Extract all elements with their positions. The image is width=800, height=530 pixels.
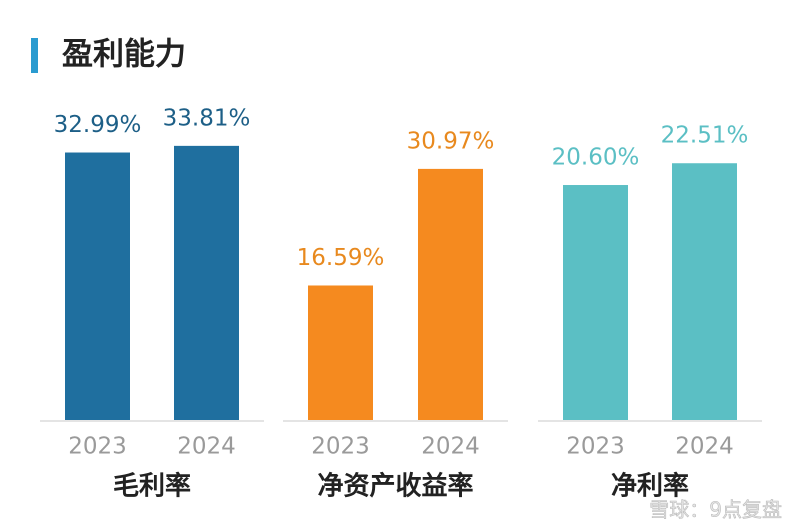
- group-label: 毛利率: [113, 471, 191, 502]
- bar: [174, 145, 239, 420]
- title-accent: [31, 38, 38, 73]
- bar: [563, 185, 628, 420]
- value-label: 33.81%: [163, 105, 251, 131]
- bar: [65, 152, 130, 420]
- x-tick-label: 2024: [421, 434, 480, 460]
- x-tick-label: 2023: [311, 434, 370, 460]
- watermark: 雪球：9点复盘: [649, 498, 782, 522]
- bar: [308, 285, 373, 420]
- value-label: 16.59%: [297, 245, 385, 271]
- x-tick-label: 2024: [177, 434, 236, 460]
- bar: [672, 163, 737, 420]
- group-label: 净利率: [611, 471, 689, 502]
- value-label: 22.51%: [661, 123, 749, 149]
- value-label: 20.60%: [552, 145, 640, 171]
- value-label: 32.99%: [54, 112, 142, 138]
- group-label: 净资产收益率: [317, 471, 473, 502]
- bar: [418, 168, 483, 420]
- page-title: 盈利能力: [62, 37, 186, 73]
- x-tick-label: 2023: [566, 434, 625, 460]
- x-tick-label: 2024: [675, 434, 734, 460]
- x-tick-label: 2023: [68, 434, 127, 460]
- value-label: 30.97%: [407, 128, 495, 154]
